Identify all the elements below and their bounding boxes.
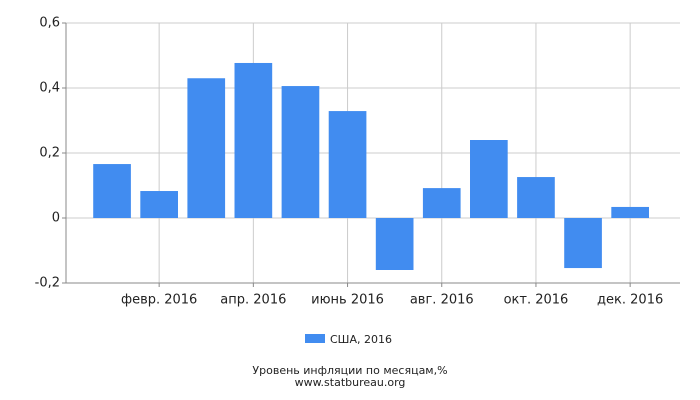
chart-title: Уровень инфляции по месяцам,%: [252, 364, 447, 377]
bar: [234, 62, 273, 218]
bar: [517, 177, 555, 218]
bar: [187, 78, 226, 218]
bar: [611, 206, 649, 218]
x-tick-label: июнь 2016: [311, 293, 384, 308]
y-tick-label: -0,2: [35, 276, 60, 291]
bar: [281, 86, 320, 218]
y-tick-label: 0,2: [39, 146, 60, 161]
bar: [140, 191, 178, 218]
y-tick-label: 0: [52, 211, 60, 226]
x-tick-label: авг. 2016: [410, 293, 474, 308]
bar: [564, 218, 602, 269]
legend-label: США, 2016: [330, 333, 392, 346]
y-tick-label: 0,6: [39, 16, 60, 31]
legend-swatch: [305, 334, 325, 343]
bar: [375, 218, 414, 270]
x-tick-label: дек. 2016: [597, 293, 663, 308]
x-tick-label: февр. 2016: [121, 293, 197, 308]
chart-subtitle: www.statbureau.org: [295, 376, 406, 389]
bar: [328, 111, 367, 218]
bar: [93, 164, 131, 218]
x-tick-label: апр. 2016: [220, 293, 286, 308]
y-tick-label: 0,4: [39, 81, 60, 96]
bar: [470, 140, 508, 218]
bar: [422, 188, 461, 218]
x-tick-label: окт. 2016: [504, 293, 569, 308]
